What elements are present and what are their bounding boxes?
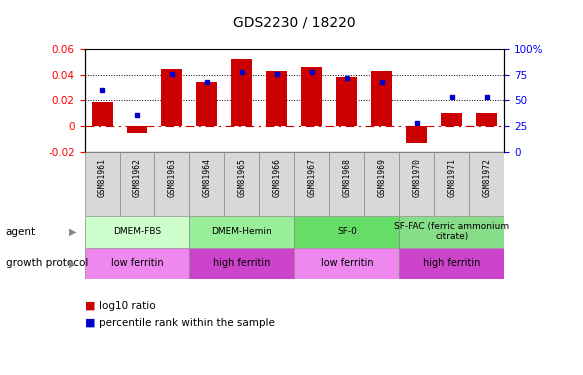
Text: GSM81962: GSM81962 — [132, 158, 142, 197]
Text: ▶: ▶ — [69, 226, 76, 237]
Text: agent: agent — [6, 226, 36, 237]
Text: GSM81968: GSM81968 — [342, 158, 352, 197]
Text: ■: ■ — [85, 301, 95, 310]
Text: GSM81971: GSM81971 — [447, 158, 456, 197]
Bar — [399, 216, 504, 248]
Bar — [441, 113, 462, 126]
Bar — [329, 152, 364, 216]
Bar — [85, 216, 189, 248]
Text: low ferritin: low ferritin — [111, 258, 163, 268]
Text: GSM81963: GSM81963 — [167, 158, 177, 197]
Text: GSM81972: GSM81972 — [482, 158, 491, 197]
Bar — [434, 152, 469, 216]
Text: GDS2230 / 18220: GDS2230 / 18220 — [233, 16, 356, 30]
Text: DMEM-FBS: DMEM-FBS — [113, 227, 161, 236]
Bar — [294, 216, 399, 248]
Text: ■: ■ — [85, 318, 95, 327]
Bar — [399, 152, 434, 216]
Bar — [371, 70, 392, 126]
Bar — [224, 152, 259, 216]
Text: GSM81965: GSM81965 — [237, 158, 247, 197]
Text: GSM81966: GSM81966 — [272, 158, 282, 197]
Bar — [85, 248, 189, 279]
Bar — [259, 152, 294, 216]
Bar — [301, 67, 322, 126]
Bar — [476, 113, 497, 126]
Bar — [154, 152, 189, 216]
Text: high ferritin: high ferritin — [423, 258, 480, 268]
Bar — [336, 77, 357, 126]
Text: DMEM-Hemin: DMEM-Hemin — [212, 227, 272, 236]
Bar — [85, 152, 120, 216]
Text: growth protocol: growth protocol — [6, 258, 88, 268]
Bar — [294, 248, 399, 279]
Bar — [189, 248, 294, 279]
Bar — [189, 216, 294, 248]
Text: GSM81970: GSM81970 — [412, 158, 422, 197]
Bar — [189, 152, 224, 216]
Bar — [399, 248, 504, 279]
Text: high ferritin: high ferritin — [213, 258, 271, 268]
Text: ▶: ▶ — [69, 258, 76, 268]
Bar — [92, 102, 113, 126]
Text: SF-0: SF-0 — [337, 227, 357, 236]
Bar — [196, 82, 217, 126]
Bar — [294, 152, 329, 216]
Bar — [406, 126, 427, 143]
Bar — [161, 69, 182, 126]
Text: GSM81967: GSM81967 — [307, 158, 317, 197]
Text: GSM81961: GSM81961 — [97, 158, 107, 197]
Bar — [469, 152, 504, 216]
Bar — [364, 152, 399, 216]
Text: percentile rank within the sample: percentile rank within the sample — [99, 318, 275, 327]
Text: GSM81969: GSM81969 — [377, 158, 387, 197]
Text: low ferritin: low ferritin — [321, 258, 373, 268]
Bar — [266, 70, 287, 126]
Text: GSM81964: GSM81964 — [202, 158, 212, 197]
Bar — [231, 59, 252, 126]
Text: SF-FAC (ferric ammonium
citrate): SF-FAC (ferric ammonium citrate) — [394, 222, 510, 241]
Bar — [127, 126, 147, 132]
Bar — [120, 152, 154, 216]
Text: log10 ratio: log10 ratio — [99, 301, 156, 310]
